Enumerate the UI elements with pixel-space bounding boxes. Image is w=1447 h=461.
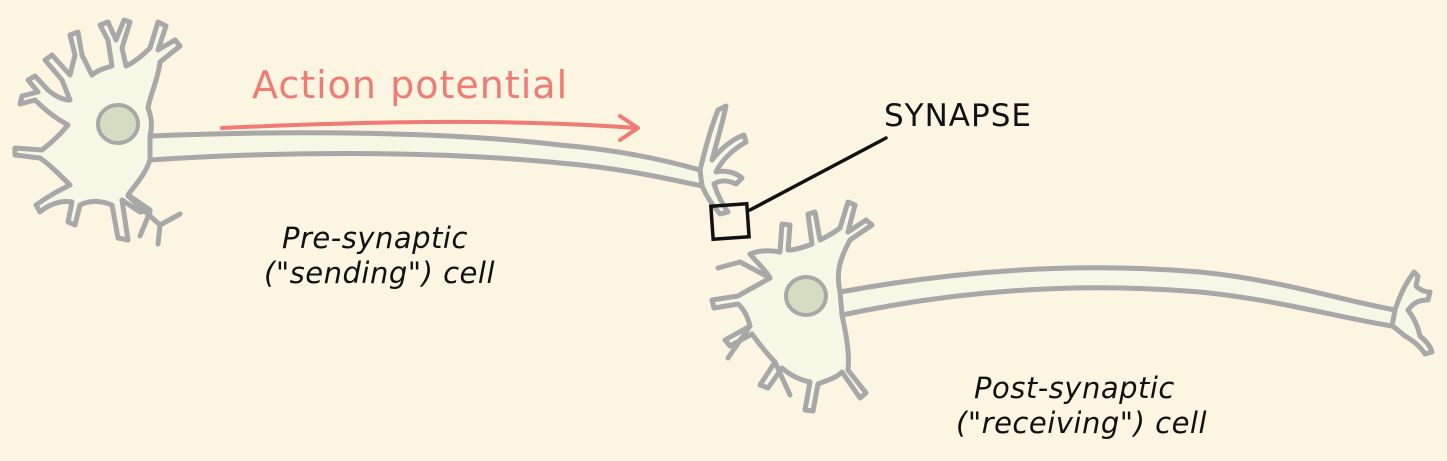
postsynaptic-axon-terminal: [1389, 269, 1435, 357]
postsynaptic-neuron: [709, 199, 1435, 414]
synapse-box: [708, 201, 751, 242]
postsynaptic-label-line2: ("receiving") cell: [956, 406, 1207, 440]
presynaptic-axon-terminal: [697, 103, 749, 217]
presynaptic-label-line1: Pre-synaptic: [282, 221, 468, 255]
synapse-label: SYNAPSE: [884, 98, 1032, 134]
presynaptic-nucleus: [96, 103, 140, 145]
presynaptic-neuron: [12, 17, 749, 247]
postsynaptic-nucleus: [784, 275, 828, 317]
synapse-callout: [708, 136, 888, 242]
postsynaptic-axon: [840, 267, 1395, 326]
action-potential-label: Action potential: [252, 63, 568, 107]
synapse-pointer-line: [748, 136, 888, 212]
action-potential-arrow: [220, 114, 640, 142]
arrowhead-icon: [618, 114, 640, 142]
presynaptic-label-line2: ("sending") cell: [264, 256, 495, 290]
postsynaptic-label-line1: Post-synaptic: [974, 371, 1175, 405]
